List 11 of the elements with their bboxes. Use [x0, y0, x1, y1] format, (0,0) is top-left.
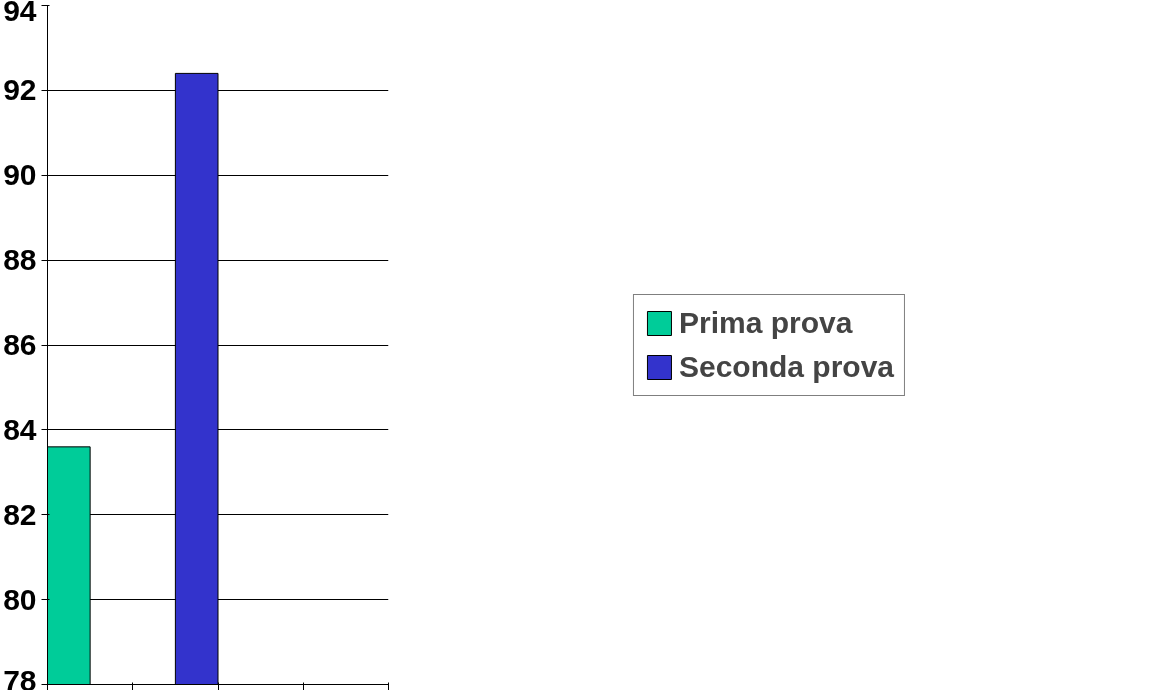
- y-tick-label: 86: [3, 328, 37, 361]
- y-tick-label: 92: [3, 73, 37, 107]
- y-tick-label: 80: [3, 582, 37, 616]
- y-tick-label: 78: [3, 663, 37, 693]
- legend-label: Prima prova: [678, 304, 853, 341]
- y-tick-label: 84: [3, 412, 37, 446]
- y-tick-label: 90: [3, 158, 37, 192]
- legend-label: Seconda prova: [678, 348, 895, 385]
- y-tick-label: 94: [3, 0, 37, 27]
- y-tick-label: 82: [3, 497, 37, 531]
- y-tick-label: 88: [3, 243, 37, 277]
